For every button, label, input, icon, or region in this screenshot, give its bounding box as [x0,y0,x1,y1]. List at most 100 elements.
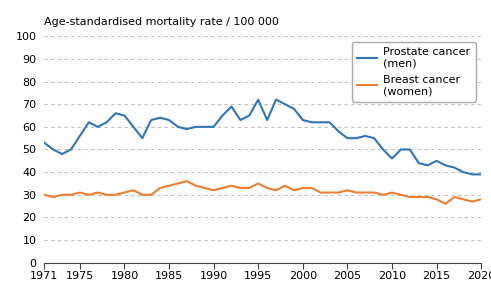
Breast cancer
(women) [59,193,65,197]
Breast cancer
(women) [238,186,244,190]
Breast cancer
(women) [461,198,466,201]
Prostate cancer
(men) [327,120,332,124]
Prostate cancer
(men) [193,125,199,129]
Prostate cancer
(men) [246,114,252,117]
Breast cancer
(women) [77,191,83,194]
Prostate cancer
(men) [398,148,404,151]
Breast cancer
(women) [148,193,154,197]
Breast cancer
(women) [434,198,439,201]
Prostate cancer
(men) [389,157,395,160]
Line: Prostate cancer
(men): Prostate cancer (men) [44,100,481,175]
Breast cancer
(women) [398,193,404,197]
Breast cancer
(women) [407,195,413,199]
Text: Age-standardised mortality rate / 100 000: Age-standardised mortality rate / 100 00… [44,17,279,27]
Prostate cancer
(men) [77,134,83,138]
Prostate cancer
(men) [291,107,297,111]
Breast cancer
(women) [166,184,172,188]
Prostate cancer
(men) [354,137,359,140]
Breast cancer
(women) [246,186,252,190]
Breast cancer
(women) [121,191,127,194]
Breast cancer
(women) [211,188,217,192]
Breast cancer
(women) [273,188,279,192]
Prostate cancer
(men) [407,148,413,151]
Prostate cancer
(men) [86,120,92,124]
Breast cancer
(women) [41,193,47,197]
Prostate cancer
(men) [434,159,439,162]
Prostate cancer
(men) [121,114,127,117]
Prostate cancer
(men) [255,98,261,101]
Prostate cancer
(men) [318,120,324,124]
Prostate cancer
(men) [139,137,145,140]
Prostate cancer
(men) [112,111,118,115]
Prostate cancer
(men) [362,134,368,138]
Breast cancer
(women) [478,198,484,201]
Prostate cancer
(men) [238,118,244,122]
Breast cancer
(women) [380,193,386,197]
Prostate cancer
(men) [228,105,234,108]
Breast cancer
(women) [416,195,422,199]
Prostate cancer
(men) [345,137,351,140]
Breast cancer
(women) [291,188,297,192]
Prostate cancer
(men) [211,125,217,129]
Prostate cancer
(men) [416,161,422,165]
Prostate cancer
(men) [335,130,341,133]
Breast cancer
(women) [309,186,315,190]
Breast cancer
(women) [50,195,56,199]
Prostate cancer
(men) [380,148,386,151]
Breast cancer
(women) [318,191,324,194]
Breast cancer
(women) [335,191,341,194]
Breast cancer
(women) [219,186,225,190]
Breast cancer
(women) [442,202,448,206]
Breast cancer
(women) [469,200,475,204]
Prostate cancer
(men) [166,118,172,122]
Prostate cancer
(men) [264,118,270,122]
Prostate cancer
(men) [452,166,458,169]
Prostate cancer
(men) [50,148,56,151]
Prostate cancer
(men) [282,102,288,106]
Prostate cancer
(men) [309,120,315,124]
Breast cancer
(women) [452,195,458,199]
Prostate cancer
(men) [41,141,47,145]
Breast cancer
(women) [345,188,351,192]
Breast cancer
(women) [354,191,359,194]
Breast cancer
(women) [139,193,145,197]
Breast cancer
(women) [86,193,92,197]
Prostate cancer
(men) [461,170,466,174]
Line: Breast cancer
(women): Breast cancer (women) [44,181,481,204]
Prostate cancer
(men) [300,118,306,122]
Breast cancer
(women) [327,191,332,194]
Prostate cancer
(men) [273,98,279,101]
Breast cancer
(women) [282,184,288,188]
Prostate cancer
(men) [469,173,475,176]
Breast cancer
(women) [68,193,74,197]
Breast cancer
(women) [371,191,377,194]
Prostate cancer
(men) [371,137,377,140]
Prostate cancer
(men) [219,114,225,117]
Breast cancer
(women) [300,186,306,190]
Breast cancer
(women) [184,179,190,183]
Breast cancer
(women) [112,193,118,197]
Breast cancer
(women) [425,195,431,199]
Breast cancer
(women) [175,182,181,185]
Prostate cancer
(men) [68,148,74,151]
Prostate cancer
(men) [478,173,484,176]
Breast cancer
(women) [193,184,199,188]
Prostate cancer
(men) [425,164,431,167]
Breast cancer
(women) [362,191,368,194]
Prostate cancer
(men) [442,164,448,167]
Prostate cancer
(men) [95,125,101,129]
Breast cancer
(women) [157,186,163,190]
Prostate cancer
(men) [157,116,163,120]
Prostate cancer
(men) [202,125,208,129]
Breast cancer
(women) [255,182,261,185]
Legend: Prostate cancer
(men), Breast cancer
(women): Prostate cancer (men), Breast cancer (wo… [352,42,476,102]
Prostate cancer
(men) [59,152,65,156]
Prostate cancer
(men) [184,127,190,131]
Breast cancer
(women) [95,191,101,194]
Breast cancer
(women) [389,191,395,194]
Prostate cancer
(men) [104,120,109,124]
Breast cancer
(women) [202,186,208,190]
Prostate cancer
(men) [175,125,181,129]
Breast cancer
(women) [228,184,234,188]
Prostate cancer
(men) [148,118,154,122]
